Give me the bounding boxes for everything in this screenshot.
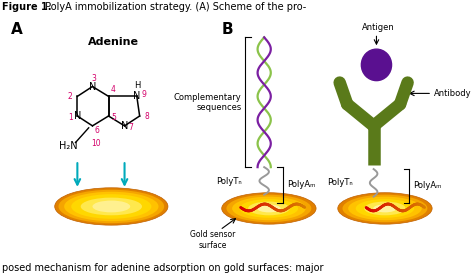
Ellipse shape <box>81 198 142 215</box>
Ellipse shape <box>338 193 432 224</box>
Text: PolyTₙ: PolyTₙ <box>216 177 242 186</box>
Text: N: N <box>89 82 96 92</box>
Text: B: B <box>222 22 233 37</box>
Text: 6: 6 <box>95 126 100 135</box>
Text: Gold sensor
surface: Gold sensor surface <box>190 230 235 250</box>
Text: N: N <box>121 121 128 131</box>
Text: Complementary
sequences: Complementary sequences <box>174 93 242 112</box>
Ellipse shape <box>343 195 428 222</box>
Text: 3: 3 <box>91 74 96 83</box>
Text: posed mechanism for adenine adsorption on gold surfaces: major: posed mechanism for adenine adsorption o… <box>2 262 323 273</box>
Text: PolyAₘ: PolyAₘ <box>287 180 315 189</box>
Text: 4: 4 <box>111 85 116 94</box>
Ellipse shape <box>55 188 168 225</box>
Text: 8: 8 <box>145 112 150 121</box>
Ellipse shape <box>257 204 281 212</box>
Ellipse shape <box>240 199 298 218</box>
Ellipse shape <box>92 201 130 212</box>
Text: PolyAₘ: PolyAₘ <box>413 181 442 190</box>
Text: Antibody: Antibody <box>434 89 472 98</box>
Ellipse shape <box>373 204 397 212</box>
Ellipse shape <box>348 197 422 220</box>
Ellipse shape <box>71 194 151 219</box>
Text: 1: 1 <box>68 113 73 122</box>
Text: 7: 7 <box>129 123 134 132</box>
Text: 2: 2 <box>67 92 72 101</box>
Text: H: H <box>135 81 141 90</box>
Text: Figure 1.: Figure 1. <box>2 2 51 12</box>
Text: 5: 5 <box>112 113 117 122</box>
Ellipse shape <box>232 197 306 220</box>
Ellipse shape <box>222 193 316 224</box>
Text: Adenine: Adenine <box>88 37 139 47</box>
Text: Antigen: Antigen <box>362 23 395 32</box>
Ellipse shape <box>227 195 311 222</box>
Ellipse shape <box>58 190 164 223</box>
Text: 10: 10 <box>91 139 101 148</box>
Text: N: N <box>73 111 81 121</box>
Text: PolyA immobilization strategy. (A) Scheme of the pro-: PolyA immobilization strategy. (A) Schem… <box>42 2 306 12</box>
Text: A: A <box>11 22 23 37</box>
Text: PolyTₙ: PolyTₙ <box>327 178 353 187</box>
Ellipse shape <box>356 199 414 218</box>
Text: 9: 9 <box>142 90 147 99</box>
Ellipse shape <box>64 192 158 221</box>
Text: N: N <box>133 91 140 101</box>
Text: H₂N: H₂N <box>59 141 77 150</box>
Circle shape <box>361 49 392 81</box>
Ellipse shape <box>248 202 290 215</box>
Ellipse shape <box>364 202 406 215</box>
